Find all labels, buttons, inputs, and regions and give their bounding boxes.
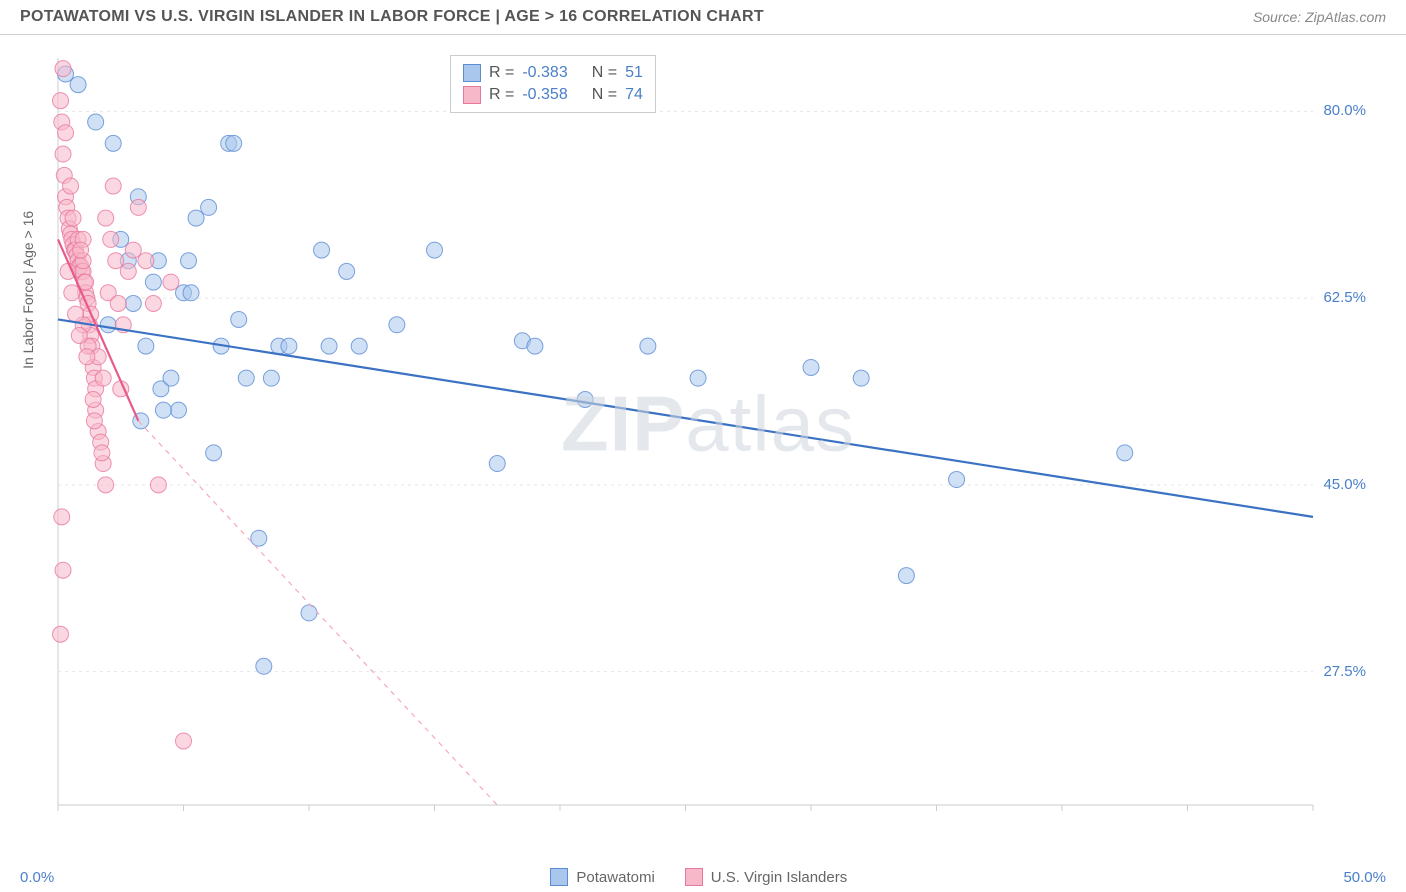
stats-n-val-1: 74 <box>625 86 643 104</box>
stats-n-val-0: 51 <box>625 64 643 82</box>
legend-item-1: U.S. Virgin Islanders <box>685 868 847 886</box>
chart-area: In Labor Force | Age > 16 ZIPatlas 80.0%… <box>48 50 1368 830</box>
stats-n-label-0: N = <box>592 64 617 82</box>
y-tick-label: 80.0% <box>1323 102 1366 119</box>
scatter-plot-svg <box>48 50 1368 830</box>
legend-item-0: Potawatomi <box>550 868 654 886</box>
chart-header: POTAWATOMI VS U.S. VIRGIN ISLANDER IN LA… <box>0 0 1406 35</box>
legend-label-1: U.S. Virgin Islanders <box>711 869 847 886</box>
x-axis-max-label: 50.0% <box>1343 869 1386 886</box>
stats-r-label-0: R = <box>489 64 514 82</box>
stats-r-label-1: R = <box>489 86 514 104</box>
legend-label-0: Potawatomi <box>576 869 654 886</box>
stats-swatch-0 <box>463 64 481 82</box>
stats-legend: R = -0.383 N = 51 R = -0.358 N = 74 <box>450 55 656 113</box>
bottom-legend: Potawatomi U.S. Virgin Islanders <box>550 868 847 886</box>
legend-swatch-1 <box>685 868 703 886</box>
stats-swatch-1 <box>463 86 481 104</box>
y-tick-label: 27.5% <box>1323 663 1366 680</box>
stats-r-val-1: -0.358 <box>522 86 567 104</box>
chart-title: POTAWATOMI VS U.S. VIRGIN ISLANDER IN LA… <box>20 8 764 26</box>
y-axis-label: In Labor Force | Age > 16 <box>20 211 36 369</box>
chart-footer: 0.0% Potawatomi U.S. Virgin Islanders 50… <box>0 862 1406 892</box>
x-axis-min-label: 0.0% <box>20 869 54 886</box>
stats-row-1: R = -0.358 N = 74 <box>463 84 643 106</box>
stats-n-label-1: N = <box>592 86 617 104</box>
chart-source: Source: ZipAtlas.com <box>1253 9 1386 25</box>
legend-swatch-0 <box>550 868 568 886</box>
y-tick-label: 45.0% <box>1323 476 1366 493</box>
stats-row-0: R = -0.383 N = 51 <box>463 62 643 84</box>
stats-r-val-0: -0.383 <box>522 64 567 82</box>
y-tick-label: 62.5% <box>1323 289 1366 306</box>
